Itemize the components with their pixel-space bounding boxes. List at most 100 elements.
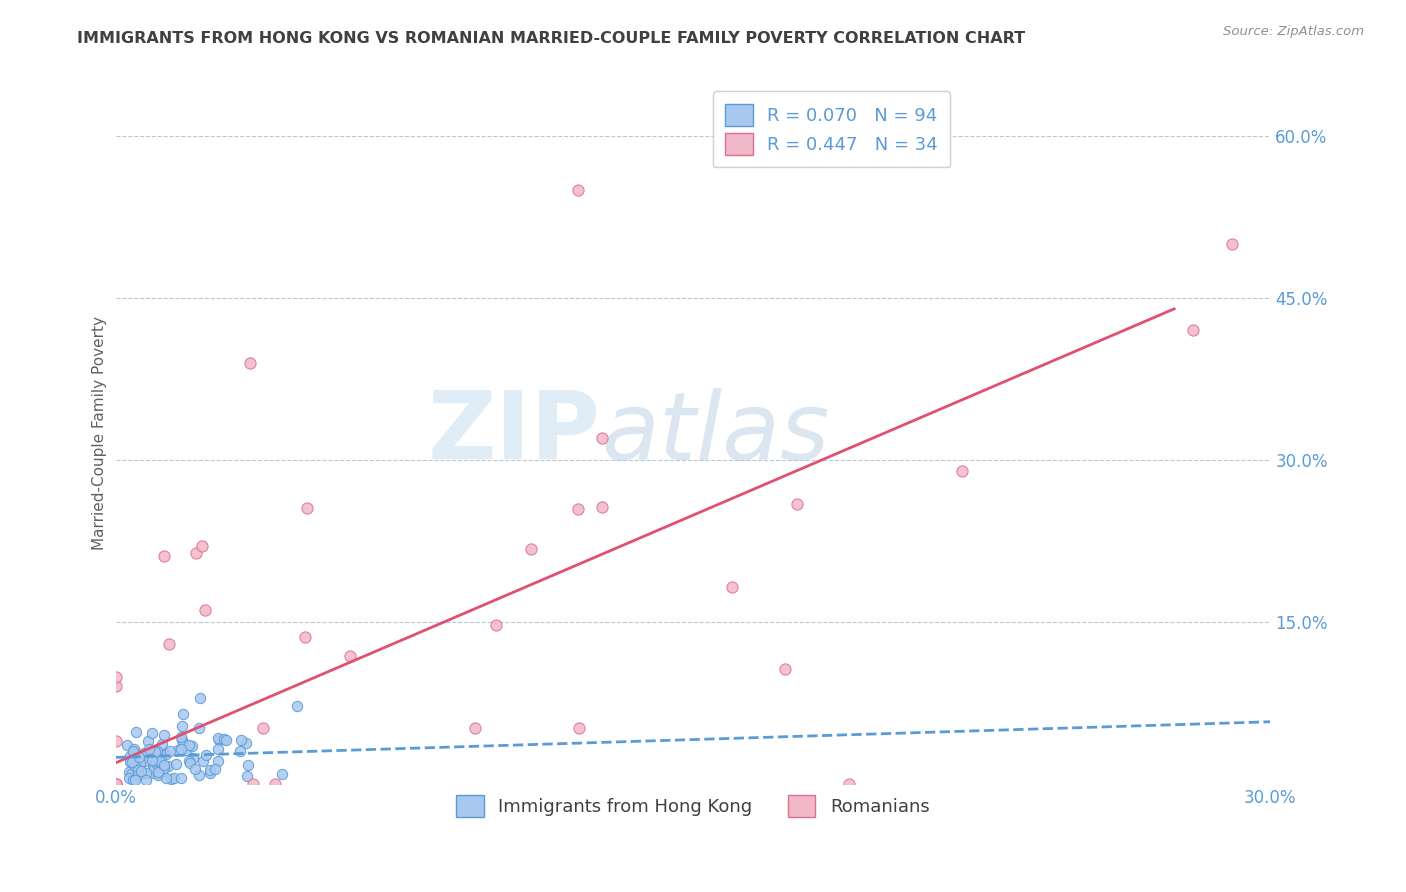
Point [198,766,221,780]
Point [295,501,318,516]
Point [149,754,172,768]
Point [148,766,170,780]
Text: Source: ZipAtlas.com: Source: ZipAtlas.com [1223,25,1364,38]
Point [339,648,361,663]
Point [104,670,127,684]
Point [212,732,235,747]
Point [104,777,127,791]
Point [124,759,146,773]
Point [120,767,142,781]
Point [104,777,127,791]
Point [166,756,188,771]
Point [179,756,201,771]
Text: IMMIGRANTS FROM HONG KONG VS ROMANIAN MARRIED-COUPLE FAMILY POVERTY CORRELATION : IMMIGRANTS FROM HONG KONG VS ROMANIAN MA… [77,31,1025,46]
Point [122,746,145,760]
Point [172,706,194,721]
Point [170,771,193,785]
Point [150,737,173,751]
Point [174,743,197,757]
Point [121,755,143,769]
Point [134,754,156,768]
Legend: Immigrants from Hong Kong, Romanians: Immigrants from Hong Kong, Romanians [450,789,936,824]
Point [567,183,589,197]
Point [170,732,193,747]
Point [152,728,174,742]
Text: ZIP: ZIP [427,387,600,479]
Point [159,744,181,758]
Point [122,773,145,788]
Point [145,747,167,762]
Point [188,721,211,735]
Point [721,580,744,594]
Point [141,726,163,740]
Point [252,721,274,735]
Point [143,745,166,759]
Point [117,738,139,752]
Point [136,733,159,747]
Point [188,768,211,782]
Point [773,662,796,676]
Point [124,772,146,787]
Point [128,750,150,764]
Point [118,756,141,770]
Point [148,751,170,765]
Text: atlas: atlas [600,388,830,479]
Point [191,539,214,553]
Point [145,756,167,770]
Point [184,762,207,776]
Point [122,742,145,756]
Point [135,772,157,787]
Point [152,761,174,775]
Point [153,549,176,564]
Point [271,766,294,780]
Point [184,545,207,559]
Point [156,758,179,772]
Point [135,766,157,780]
Point [170,741,193,756]
Point [157,636,180,650]
Point [207,731,229,745]
Point [159,772,181,787]
Point [167,742,190,756]
Point [127,768,149,782]
Point [155,747,177,761]
Point [464,721,486,735]
Point [191,755,214,769]
Point [104,777,127,791]
Point [129,754,152,768]
Point [118,749,141,764]
Point [150,766,173,780]
Point [236,758,259,772]
Point [118,764,141,779]
Point [145,754,167,768]
Point [128,756,150,771]
Point [146,768,169,782]
Point [153,747,176,762]
Point [127,763,149,777]
Point [952,464,974,478]
Point [163,772,186,786]
Point [181,751,204,765]
Point [567,501,589,516]
Point [242,777,264,791]
Point [179,738,201,752]
Point [294,630,316,644]
Point [567,721,589,735]
Point [172,736,194,750]
Point [104,777,127,791]
Point [591,500,613,514]
Point [188,691,211,706]
Point [170,731,193,745]
Point [142,758,165,772]
Point [177,755,200,769]
Point [146,743,169,757]
Point [155,771,177,785]
Point [118,771,141,785]
Point [143,761,166,775]
Point [235,736,257,750]
Point [263,777,285,791]
Point [129,764,152,779]
Point [181,739,204,754]
Point [104,679,127,693]
Point [215,733,238,747]
